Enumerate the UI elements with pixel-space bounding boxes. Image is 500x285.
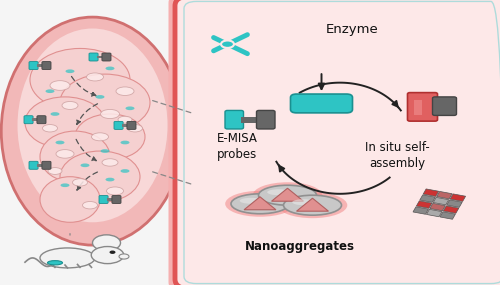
Ellipse shape: [120, 141, 130, 144]
FancyBboxPatch shape: [413, 207, 428, 214]
Ellipse shape: [258, 185, 316, 205]
FancyBboxPatch shape: [89, 53, 98, 61]
FancyBboxPatch shape: [127, 121, 136, 129]
Ellipse shape: [18, 28, 168, 222]
Ellipse shape: [75, 114, 145, 160]
FancyBboxPatch shape: [426, 209, 442, 217]
Ellipse shape: [102, 159, 118, 166]
FancyBboxPatch shape: [24, 116, 33, 124]
Ellipse shape: [106, 67, 114, 70]
Ellipse shape: [116, 87, 134, 95]
Ellipse shape: [60, 74, 150, 131]
Ellipse shape: [267, 189, 290, 195]
FancyBboxPatch shape: [430, 203, 446, 211]
Ellipse shape: [48, 168, 62, 174]
Ellipse shape: [118, 116, 132, 123]
FancyBboxPatch shape: [225, 110, 244, 129]
Ellipse shape: [60, 184, 70, 187]
FancyBboxPatch shape: [420, 195, 435, 202]
FancyBboxPatch shape: [414, 100, 422, 115]
FancyBboxPatch shape: [436, 192, 452, 199]
Ellipse shape: [120, 169, 130, 173]
Ellipse shape: [92, 247, 124, 264]
FancyBboxPatch shape: [241, 117, 259, 123]
Ellipse shape: [40, 248, 95, 268]
Ellipse shape: [40, 131, 110, 182]
FancyBboxPatch shape: [29, 62, 38, 70]
Ellipse shape: [1, 17, 184, 245]
Ellipse shape: [106, 178, 114, 182]
FancyBboxPatch shape: [444, 206, 459, 213]
FancyBboxPatch shape: [434, 198, 448, 205]
Ellipse shape: [40, 177, 100, 222]
Ellipse shape: [42, 125, 58, 132]
FancyBboxPatch shape: [99, 196, 108, 203]
Ellipse shape: [278, 192, 347, 218]
Text: In situ self-
assembly: In situ self- assembly: [365, 141, 430, 170]
Circle shape: [92, 235, 120, 251]
FancyBboxPatch shape: [423, 189, 438, 196]
Circle shape: [221, 40, 234, 48]
FancyBboxPatch shape: [408, 93, 438, 121]
Ellipse shape: [100, 149, 110, 153]
Ellipse shape: [96, 95, 104, 99]
Polygon shape: [272, 188, 304, 201]
FancyBboxPatch shape: [450, 194, 466, 201]
FancyBboxPatch shape: [432, 97, 456, 115]
Ellipse shape: [252, 182, 322, 208]
Ellipse shape: [292, 199, 316, 205]
FancyBboxPatch shape: [29, 161, 38, 169]
Ellipse shape: [72, 179, 88, 186]
FancyBboxPatch shape: [102, 53, 111, 61]
Text: Enzyme: Enzyme: [326, 23, 379, 36]
Text: Nanoaggregates: Nanoaggregates: [245, 240, 355, 253]
FancyBboxPatch shape: [446, 200, 462, 207]
FancyBboxPatch shape: [36, 164, 44, 167]
Ellipse shape: [106, 187, 124, 195]
FancyBboxPatch shape: [440, 212, 456, 219]
FancyBboxPatch shape: [290, 94, 352, 113]
FancyBboxPatch shape: [112, 196, 121, 203]
Ellipse shape: [62, 101, 78, 109]
Ellipse shape: [25, 97, 105, 148]
Ellipse shape: [128, 125, 142, 132]
FancyBboxPatch shape: [37, 116, 46, 124]
Ellipse shape: [80, 164, 90, 167]
Circle shape: [110, 251, 116, 254]
Ellipse shape: [100, 109, 119, 119]
Ellipse shape: [46, 89, 54, 93]
FancyBboxPatch shape: [114, 121, 123, 129]
Polygon shape: [244, 197, 276, 210]
FancyBboxPatch shape: [168, 0, 500, 285]
Ellipse shape: [119, 254, 129, 259]
Ellipse shape: [48, 260, 62, 265]
Ellipse shape: [60, 151, 140, 202]
Ellipse shape: [30, 48, 130, 111]
Ellipse shape: [126, 107, 134, 110]
FancyBboxPatch shape: [416, 201, 432, 208]
FancyBboxPatch shape: [42, 62, 51, 70]
FancyBboxPatch shape: [122, 124, 128, 127]
FancyBboxPatch shape: [256, 110, 275, 129]
Ellipse shape: [66, 70, 74, 73]
FancyBboxPatch shape: [42, 161, 51, 169]
Ellipse shape: [231, 194, 289, 214]
Ellipse shape: [225, 191, 295, 217]
FancyBboxPatch shape: [32, 118, 38, 121]
Ellipse shape: [82, 201, 98, 209]
FancyBboxPatch shape: [96, 56, 103, 58]
Ellipse shape: [56, 150, 74, 158]
Ellipse shape: [284, 195, 342, 215]
FancyBboxPatch shape: [175, 0, 500, 285]
Ellipse shape: [56, 141, 64, 144]
Ellipse shape: [50, 112, 59, 116]
FancyBboxPatch shape: [36, 64, 44, 67]
Ellipse shape: [240, 198, 263, 204]
Ellipse shape: [50, 81, 70, 90]
Polygon shape: [296, 198, 328, 211]
FancyBboxPatch shape: [106, 198, 114, 201]
Ellipse shape: [92, 133, 108, 141]
Ellipse shape: [86, 73, 104, 81]
Text: E-MISA
probes: E-MISA probes: [217, 132, 258, 161]
